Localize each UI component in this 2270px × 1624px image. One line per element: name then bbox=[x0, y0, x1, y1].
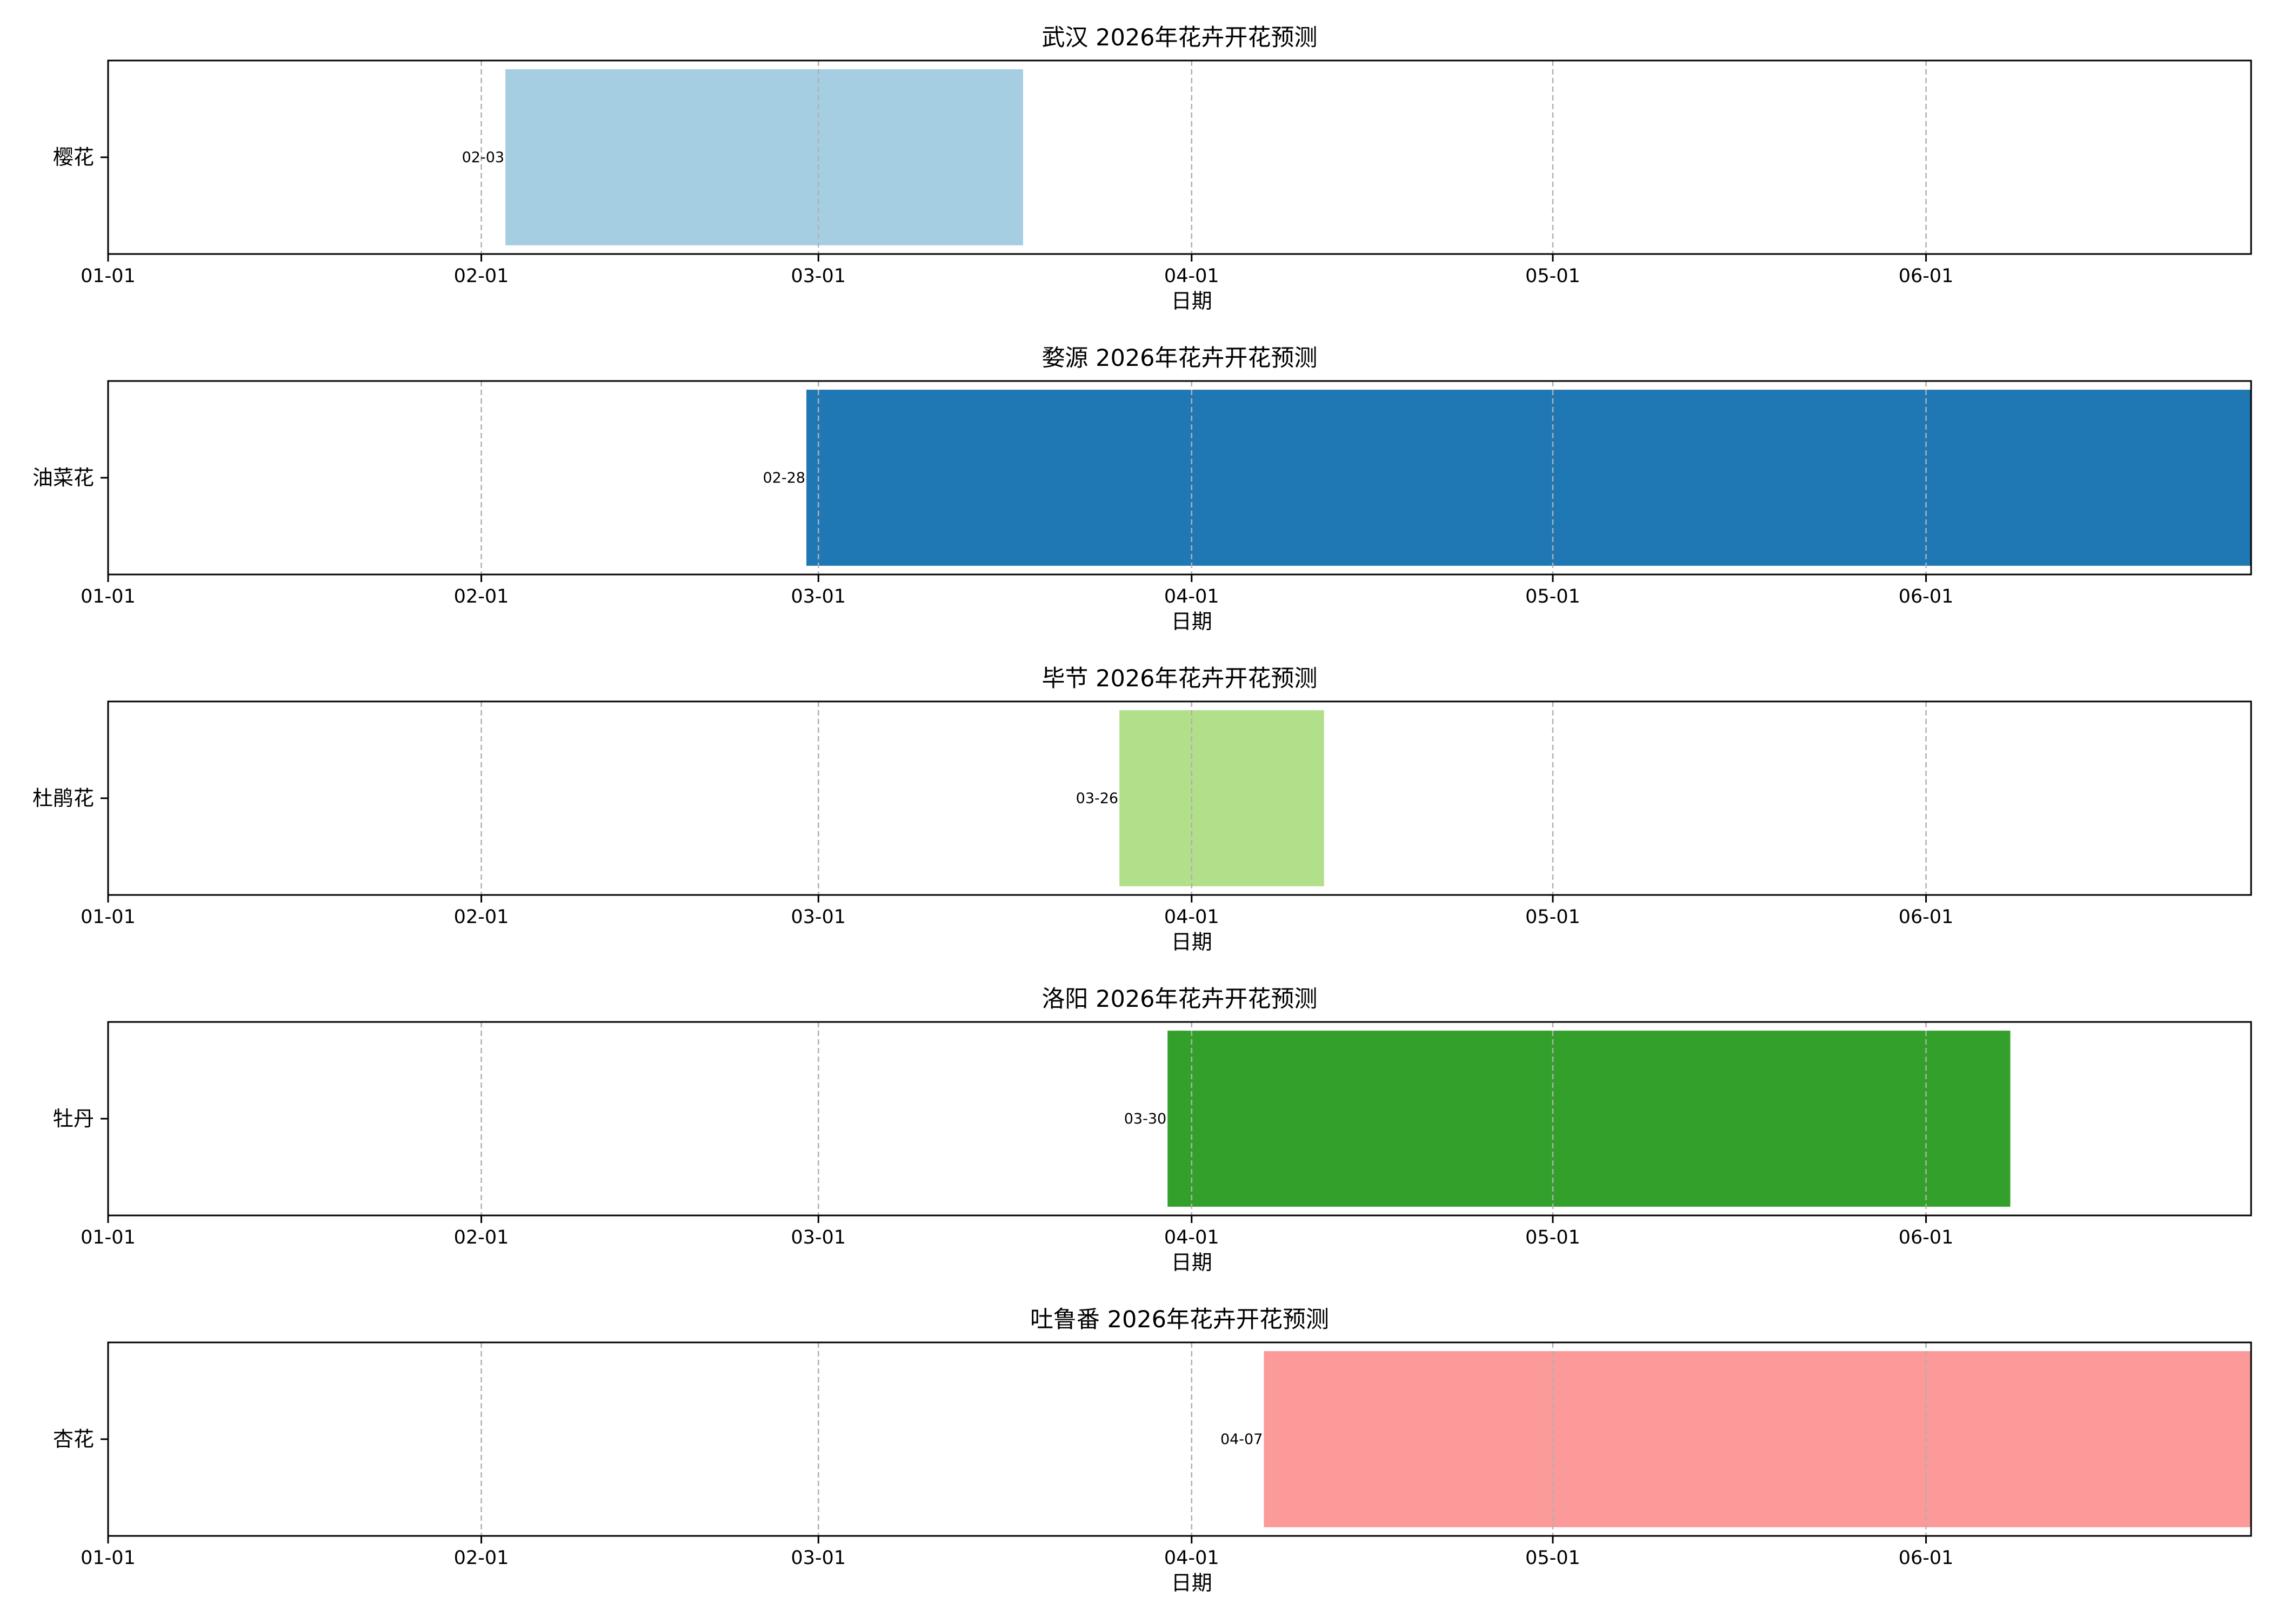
x-tick-label: 04-01 bbox=[1164, 1227, 1219, 1248]
bar-start-label: 03-30 bbox=[1124, 1111, 1166, 1127]
x-tick-label: 04-01 bbox=[1164, 906, 1219, 928]
x-tick-label: 03-01 bbox=[791, 265, 846, 287]
x-axis-label: 日期 bbox=[1171, 930, 1212, 954]
x-axis-label: 日期 bbox=[1171, 1571, 1212, 1595]
plot-frame bbox=[107, 59, 2252, 255]
bar bbox=[1264, 1351, 2251, 1527]
x-tick-label: 01-01 bbox=[81, 906, 136, 928]
x-tick-label: 05-01 bbox=[1525, 586, 1580, 607]
y-tick-label: 樱花 bbox=[53, 145, 94, 169]
bar bbox=[806, 390, 2251, 566]
y-tick-label: 杜鹃花 bbox=[32, 786, 94, 810]
chart-panel-5: 吐鲁番 2026年花卉开花预测 04-07 杏花 01-01 02-01 03-01 04-… bbox=[53, 1306, 2252, 1595]
bar-start-label: 02-03 bbox=[462, 149, 504, 166]
x-tick-label: 05-01 bbox=[1525, 906, 1580, 928]
x-tick-label: 03-01 bbox=[791, 586, 846, 607]
x-tick-label: 01-01 bbox=[81, 586, 136, 607]
chart-panel-2: 婺源 2026年花卉开花预测 02-28 油菜花 01-01 02-01 03-01 04-… bbox=[32, 345, 2252, 633]
x-tick-label: 01-01 bbox=[81, 265, 136, 287]
x-axis-label: 日期 bbox=[1171, 1251, 1212, 1274]
chart-panel-4: 洛阳 2026年花卉开花预测 03-30 牡丹 01-01 02-01 03-01 04-0… bbox=[53, 986, 2252, 1274]
x-tick-label: 06-01 bbox=[1899, 265, 1954, 287]
bar-start-label: 03-26 bbox=[1076, 790, 1118, 807]
chart-panel-3: 毕节 2026年花卉开花预测 03-26 杜鹃花 01-01 02-01 03-01 04-… bbox=[32, 665, 2252, 954]
bar bbox=[1119, 710, 1324, 886]
x-tick-label: 02-01 bbox=[454, 586, 509, 607]
x-tick-label: 04-01 bbox=[1164, 1547, 1219, 1569]
y-tick-label: 油菜花 bbox=[32, 466, 94, 490]
x-tick-label: 04-01 bbox=[1164, 265, 1219, 287]
chart-title: 毕节 2026年花卉开花预测 bbox=[1041, 665, 1317, 692]
x-tick-label: 06-01 bbox=[1899, 1227, 1954, 1248]
x-tick-label: 03-01 bbox=[791, 906, 846, 928]
x-tick-label: 01-01 bbox=[81, 1227, 136, 1248]
x-tick-label: 03-01 bbox=[791, 1547, 846, 1569]
x-tick-label: 05-01 bbox=[1525, 1227, 1580, 1248]
chart-title: 婺源 2026年花卉开花预测 bbox=[1041, 345, 1317, 372]
x-tick-label: 06-01 bbox=[1899, 586, 1954, 607]
x-axis-label: 日期 bbox=[1171, 610, 1212, 633]
x-tick-label: 03-01 bbox=[791, 1227, 846, 1248]
x-axis-label: 日期 bbox=[1171, 289, 1212, 313]
x-tick-label: 02-01 bbox=[454, 265, 509, 287]
x-tick-label: 02-01 bbox=[454, 1227, 509, 1248]
bar-start-label: 02-28 bbox=[763, 470, 805, 486]
bar bbox=[1167, 1031, 2011, 1207]
chart-title: 洛阳 2026年花卉开花预测 bbox=[1041, 986, 1317, 1013]
chart-panel-1: 武汉 2026年花卉开花预测 02-03 樱花 01-01 02-01 03-01 04-0… bbox=[53, 24, 2252, 313]
x-tick-label: 05-01 bbox=[1525, 1547, 1580, 1569]
x-tick-label: 05-01 bbox=[1525, 265, 1580, 287]
x-tick-label: 06-01 bbox=[1899, 906, 1954, 928]
x-tick-label: 02-01 bbox=[454, 906, 509, 928]
y-tick-label: 牡丹 bbox=[53, 1107, 94, 1131]
x-tick-label: 04-01 bbox=[1164, 586, 1219, 607]
chart-title: 吐鲁番 2026年花卉开花预测 bbox=[1030, 1306, 1329, 1333]
y-tick-label: 杏花 bbox=[53, 1427, 94, 1451]
x-tick-label: 02-01 bbox=[454, 1547, 509, 1569]
bar-start-label: 04-07 bbox=[1220, 1431, 1263, 1448]
x-tick-label: 01-01 bbox=[81, 1547, 136, 1569]
x-tick-label: 06-01 bbox=[1899, 1547, 1954, 1569]
bar bbox=[505, 69, 1023, 245]
chart-title: 武汉 2026年花卉开花预测 bbox=[1041, 24, 1317, 51]
